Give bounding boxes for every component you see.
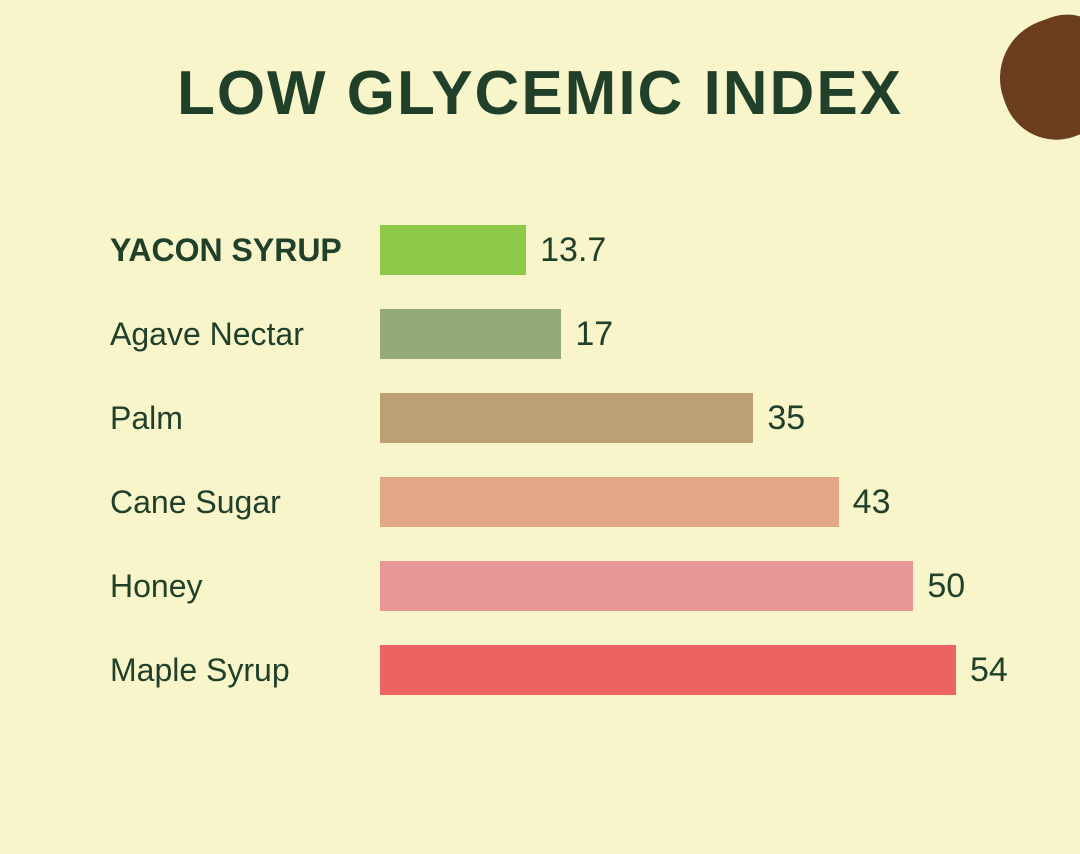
chart-title: LOW GLYCEMIC INDEX: [0, 58, 1080, 129]
bar: [380, 645, 956, 695]
bar-value: 17: [575, 315, 613, 354]
bar: [380, 393, 753, 443]
bar-row: Cane Sugar 43: [110, 477, 1020, 527]
bar-label: Honey: [110, 568, 380, 605]
bar-track: 43: [380, 477, 1020, 527]
bar-track: 54: [380, 645, 1020, 695]
bar-row: YACON SYRUP 13.7: [110, 225, 1020, 275]
bar-track: 13.7: [380, 225, 1020, 275]
bar-value: 54: [970, 651, 1008, 690]
bar-value: 13.7: [540, 231, 606, 270]
bar-label: YACON SYRUP: [110, 232, 380, 269]
bar-value: 43: [853, 483, 891, 522]
bar-value: 50: [927, 567, 965, 606]
bar: [380, 477, 839, 527]
bar-row: Maple Syrup 54: [110, 645, 1020, 695]
bar-label: Cane Sugar: [110, 484, 380, 521]
bar-label: Agave Nectar: [110, 316, 380, 353]
bar-track: 17: [380, 309, 1020, 359]
bar: [380, 225, 526, 275]
bar-row: Palm 35: [110, 393, 1020, 443]
bar-row: Honey 50: [110, 561, 1020, 611]
bar-label: Maple Syrup: [110, 652, 380, 689]
bar: [380, 561, 913, 611]
bar: [380, 309, 561, 359]
bar-value: 35: [767, 399, 805, 438]
bar-track: 35: [380, 393, 1020, 443]
bar-row: Agave Nectar 17: [110, 309, 1020, 359]
bar-label: Palm: [110, 400, 380, 437]
glycemic-index-bar-chart: YACON SYRUP 13.7 Agave Nectar 17 Palm 35 Cane …: [0, 225, 1080, 695]
bar-track: 50: [380, 561, 1020, 611]
